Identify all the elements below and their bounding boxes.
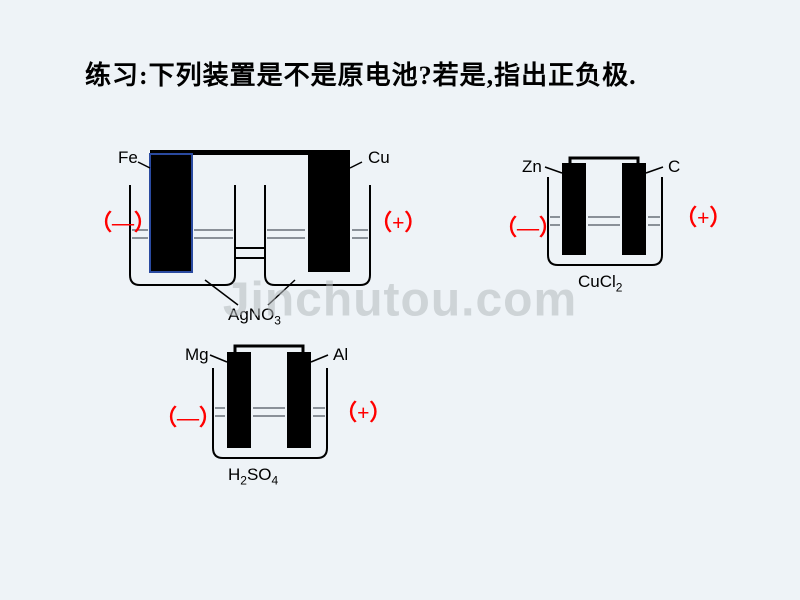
cell3-right-electrode-label: Al [333,345,348,365]
cell1-electrolyte-sub: 3 [274,313,281,327]
cell3-neg-label: （—） [155,400,221,432]
cell3-electrolyte-sub: 4 [272,473,279,487]
cell2-left-electrode-label: Zn [522,157,542,177]
cell3-pos-label: （+） [335,395,392,427]
diagram-area: Fe Cu AgNO3 （—） （+） Zn C CuCl2 （—） （+） [0,0,800,600]
cell3-left-electrode-label: Mg [185,345,209,365]
cell1-electrolyte-label: AgNO3 [228,305,281,327]
cell2-neg-label: （—） [495,210,561,242]
cell1-electrolyte-text: AgNO [228,305,274,324]
cell3-electrolyte-label: H2SO4 [228,465,278,487]
cell1-left-electrode-label: Fe [118,148,138,168]
cell2-right-electrode-label: C [668,157,680,177]
cell2-electrolyte-text: CuCl [578,272,616,291]
cell3-electrolyte-h: H [228,465,240,484]
cell1-svg [120,140,380,330]
cell2-electrolyte-sub: 2 [616,280,623,294]
cell3-electrolyte-m: 2 [240,473,247,487]
cell1-right-electrode-label: Cu [368,148,390,168]
cell2-electrolyte-label: CuCl2 [578,272,622,294]
cell3-electrolyte-so: SO [247,465,272,484]
cell1-pos-label: （+） [370,205,427,237]
cell2-pos-label: （+） [675,200,732,232]
cell1-neg-label: （—） [90,205,156,237]
